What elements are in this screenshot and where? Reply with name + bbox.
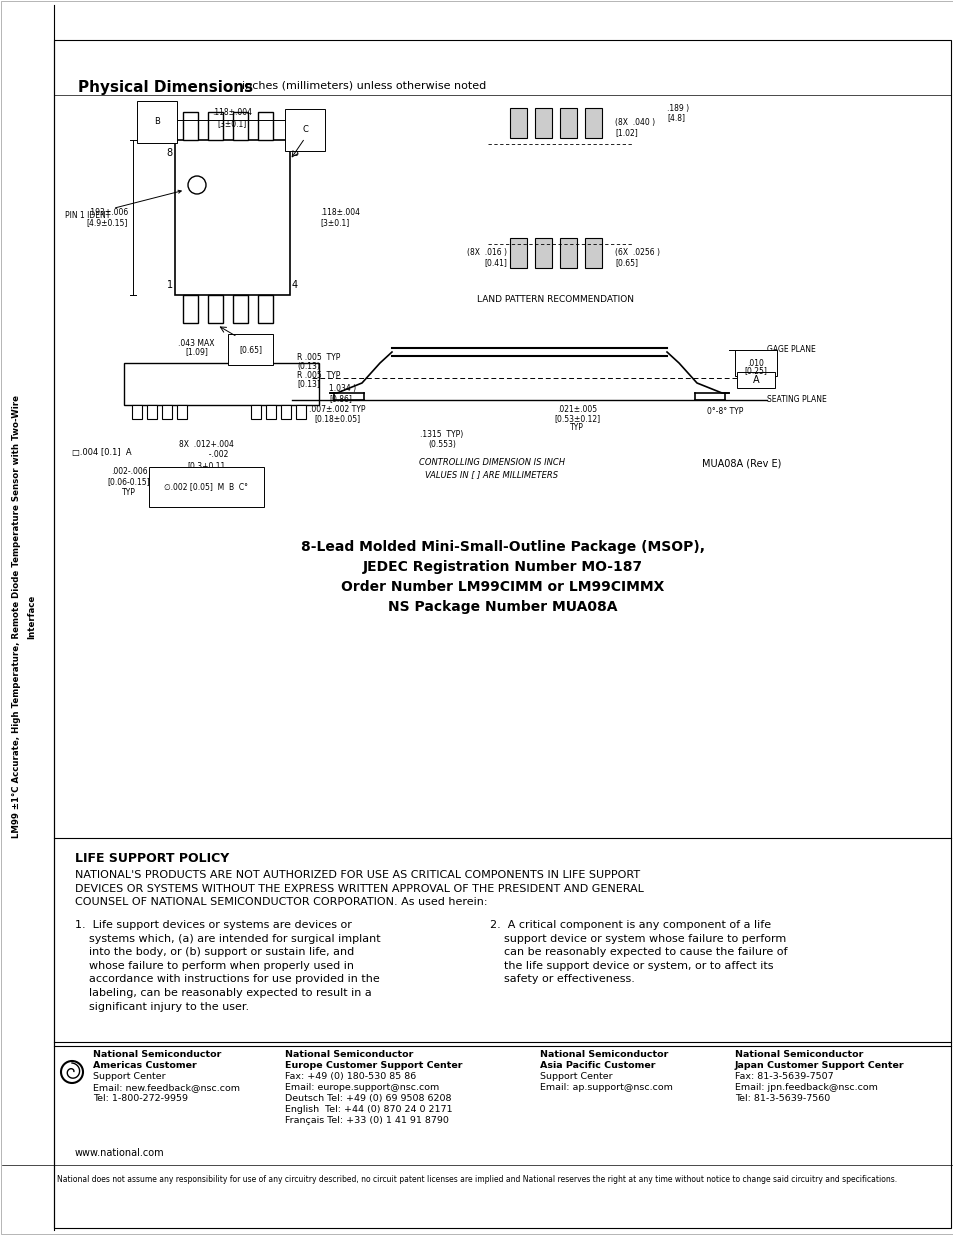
Text: Email: jpn.feedback@nsc.com: Email: jpn.feedback@nsc.com xyxy=(734,1083,877,1092)
Text: Americas Customer: Americas Customer xyxy=(92,1061,196,1070)
Text: .118±.004: .118±.004 xyxy=(213,107,253,117)
Text: LAND PATTERN RECOMMENDATION: LAND PATTERN RECOMMENDATION xyxy=(477,295,634,304)
Text: A: A xyxy=(752,375,759,385)
Text: inches (millimeters) unless otherwise noted: inches (millimeters) unless otherwise no… xyxy=(234,80,486,90)
Text: Email: europe.support@nsc.com: Email: europe.support@nsc.com xyxy=(285,1083,438,1092)
Bar xyxy=(737,372,774,388)
Text: 5: 5 xyxy=(292,148,298,158)
Text: (8X  .016 ): (8X .016 ) xyxy=(467,248,506,258)
Text: VALUES IN [ ] ARE MILLIMETERS: VALUES IN [ ] ARE MILLIMETERS xyxy=(425,471,558,479)
Text: [3±0.1]: [3±0.1] xyxy=(217,119,247,128)
Text: TYP: TYP xyxy=(570,424,583,432)
Text: National Semiconductor: National Semiconductor xyxy=(539,1050,668,1058)
Text: NATIONAL'S PRODUCTS ARE NOT AUTHORIZED FOR USE AS CRITICAL COMPONENTS IN LIFE SU: NATIONAL'S PRODUCTS ARE NOT AUTHORIZED F… xyxy=(75,869,643,908)
Text: English  Tel: +44 (0) 870 24 0 2171: English Tel: +44 (0) 870 24 0 2171 xyxy=(285,1105,452,1114)
Bar xyxy=(535,238,552,268)
Text: 8-Lead Molded Mini-Small-Outline Package (MSOP),: 8-Lead Molded Mini-Small-Outline Package… xyxy=(301,540,704,555)
Bar xyxy=(183,112,198,140)
Text: Japan Customer Support Center: Japan Customer Support Center xyxy=(734,1061,903,1070)
Text: [4.8]: [4.8] xyxy=(666,114,684,122)
Bar xyxy=(535,107,552,138)
Bar xyxy=(281,405,291,419)
Text: 1: 1 xyxy=(167,280,172,290)
Bar xyxy=(233,295,248,324)
Text: National Semiconductor: National Semiconductor xyxy=(734,1050,862,1058)
Text: LM99 ±1°C Accurate, High Temperature, Remote Diode Temperature Sensor with Two-W: LM99 ±1°C Accurate, High Temperature, Re… xyxy=(12,395,22,839)
Text: Email: new.feedback@nsc.com: Email: new.feedback@nsc.com xyxy=(92,1083,240,1092)
Bar xyxy=(177,405,187,419)
Text: 0°-8° TYP: 0°-8° TYP xyxy=(706,408,742,416)
Bar xyxy=(233,112,248,140)
Text: [0.41]: [0.41] xyxy=(483,258,506,268)
Text: Europe Customer Support Center: Europe Customer Support Center xyxy=(285,1061,462,1070)
Text: (8X  .040 ): (8X .040 ) xyxy=(615,119,655,127)
Text: .043 MAX: .043 MAX xyxy=(178,338,214,348)
Bar xyxy=(162,405,172,419)
Text: GAGE PLANE: GAGE PLANE xyxy=(766,346,815,354)
Text: Fax: 81-3-5639-7507: Fax: 81-3-5639-7507 xyxy=(734,1072,833,1081)
Bar xyxy=(295,405,306,419)
Text: .002-.006
[0.06-0.15]
TYP: .002-.006 [0.06-0.15] TYP xyxy=(108,467,151,496)
Bar xyxy=(147,405,157,419)
Text: B: B xyxy=(153,117,160,126)
Text: [0.86]: [0.86] xyxy=(329,394,352,404)
Text: [0.13]: [0.13] xyxy=(296,379,319,389)
Text: .193±.006
[4.9±0.15]: .193±.006 [4.9±0.15] xyxy=(87,207,128,227)
Bar xyxy=(510,107,526,138)
Bar xyxy=(584,107,601,138)
Text: Email: ap.support@nsc.com: Email: ap.support@nsc.com xyxy=(539,1083,672,1092)
Text: [0.65]: [0.65] xyxy=(239,345,262,354)
Bar xyxy=(584,238,601,268)
Text: ∅.002 [0.05]  M  B  C°: ∅.002 [0.05] M B C° xyxy=(164,483,248,492)
Circle shape xyxy=(61,1061,83,1083)
Bar xyxy=(510,238,526,268)
Text: [0.18±0.05]: [0.18±0.05] xyxy=(314,415,359,424)
Text: 2.  A critical component is any component of a life
    support device or system: 2. A critical component is any component… xyxy=(490,920,786,984)
Text: .189 ): .189 ) xyxy=(666,104,688,112)
Text: 8: 8 xyxy=(167,148,172,158)
Text: Physical Dimensions: Physical Dimensions xyxy=(78,80,253,95)
Text: [0.53±0.12]: [0.53±0.12] xyxy=(554,415,599,424)
Text: (0.13): (0.13) xyxy=(296,362,319,370)
Text: JEDEC Registration Number MO-187: JEDEC Registration Number MO-187 xyxy=(362,559,642,574)
Text: Français Tel: +33 (0) 1 41 91 8790: Français Tel: +33 (0) 1 41 91 8790 xyxy=(285,1116,449,1125)
Text: Order Number LM99CIMM or LM99CIMMX: Order Number LM99CIMM or LM99CIMMX xyxy=(341,580,664,594)
Text: .118±.004
[3±0.1]: .118±.004 [3±0.1] xyxy=(319,207,359,227)
Text: R .005  TYP: R .005 TYP xyxy=(296,353,340,363)
Text: .021±.005: .021±.005 xyxy=(557,405,597,415)
Text: Fax: +49 (0) 180-530 85 86: Fax: +49 (0) 180-530 85 86 xyxy=(285,1072,416,1081)
Text: 6X  .0256: 6X .0256 xyxy=(232,335,269,345)
Text: .007±.002 TYP: .007±.002 TYP xyxy=(309,405,365,415)
Bar xyxy=(251,405,261,419)
Text: (0.553): (0.553) xyxy=(428,440,456,448)
Text: 8X  .012+.004
          -.002
[0.3+0.11
    -0.06]: 8X .012+.004 -.002 [0.3+0.11 -0.06] xyxy=(179,440,233,480)
Bar xyxy=(559,238,577,268)
Text: Asia Pacific Customer: Asia Pacific Customer xyxy=(539,1061,655,1070)
Text: Interface: Interface xyxy=(28,595,36,640)
Bar xyxy=(132,405,142,419)
Circle shape xyxy=(188,177,206,194)
Bar xyxy=(257,112,273,140)
Text: SEATING PLANE: SEATING PLANE xyxy=(766,395,826,405)
Text: National Semiconductor: National Semiconductor xyxy=(92,1050,221,1058)
Text: LIFE SUPPORT POLICY: LIFE SUPPORT POLICY xyxy=(75,852,229,864)
Text: National Semiconductor: National Semiconductor xyxy=(285,1050,413,1058)
Bar xyxy=(183,295,198,324)
Text: □.004 [0.1]  A: □.004 [0.1] A xyxy=(71,448,132,457)
Bar xyxy=(266,405,275,419)
Text: 4: 4 xyxy=(292,280,297,290)
Text: Support Center: Support Center xyxy=(92,1072,166,1081)
Text: National does not assume any responsibility for use of any circuitry described, : National does not assume any responsibil… xyxy=(57,1174,896,1184)
Text: .1315  TYP): .1315 TYP) xyxy=(420,431,463,440)
Text: CONTROLLING DIMENSION IS INCH: CONTROLLING DIMENSION IS INCH xyxy=(418,458,564,467)
Text: [1.09]: [1.09] xyxy=(185,347,208,356)
Bar xyxy=(734,350,776,375)
Text: Deutsch Tel: +49 (0) 69 9508 6208: Deutsch Tel: +49 (0) 69 9508 6208 xyxy=(285,1094,451,1103)
Text: NS Package Number MUA08A: NS Package Number MUA08A xyxy=(388,600,618,614)
Text: www.national.com: www.national.com xyxy=(75,1149,165,1158)
Text: C: C xyxy=(302,126,308,135)
Text: Support Center: Support Center xyxy=(539,1072,612,1081)
Bar xyxy=(559,107,577,138)
Text: R .005  TYP: R .005 TYP xyxy=(296,372,340,380)
Text: [1.02]: [1.02] xyxy=(615,128,638,137)
